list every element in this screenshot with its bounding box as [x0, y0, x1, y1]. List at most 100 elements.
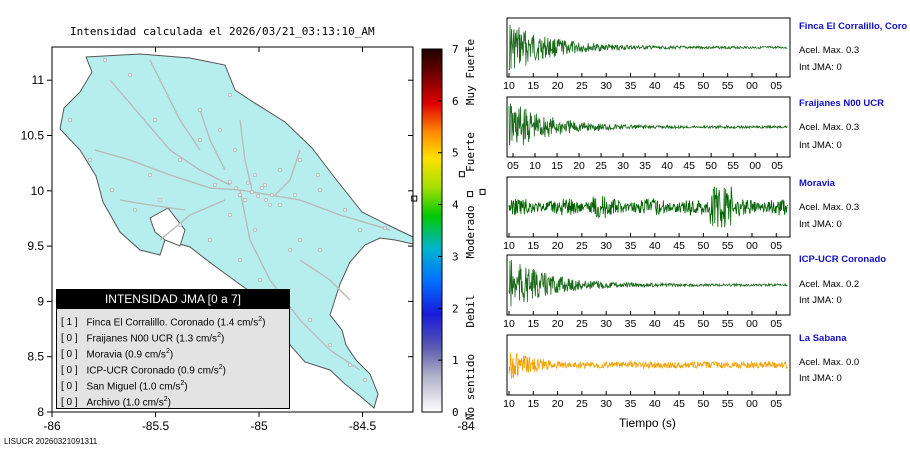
waveform-tick-label: 50	[698, 398, 710, 410]
waveform-tick-label: 45	[673, 240, 685, 252]
waveform-tick-label: 55	[722, 240, 734, 252]
network-station-dot	[257, 277, 263, 283]
waveform-tick-label: 40	[649, 318, 661, 330]
network-station-dot	[362, 377, 368, 383]
y-tick-label: 11	[32, 73, 45, 87]
y-tick-label: 9	[37, 294, 44, 308]
legend-unit-sup: 2	[258, 316, 263, 323]
waveform-tick-label: 55	[727, 160, 739, 172]
network-station-dot	[263, 197, 269, 203]
waveform-tick-label: 30	[617, 160, 629, 172]
colorbar-tick-label: 6	[452, 95, 459, 108]
legend-level: [ 0 ]	[61, 397, 81, 409]
waveform-tick-label: 05	[770, 318, 782, 330]
waveform-tick-label: 15	[527, 80, 539, 92]
x-axis-title: Tiempo (s)	[619, 416, 676, 430]
station-peak-accel: Acel. Max. 0.0	[799, 357, 860, 368]
network-station-dot	[297, 157, 303, 163]
legend-row: [ 0 ] ICP-UCR Coronado (0.9 cm/s2)	[57, 360, 289, 376]
waveform-tick-label: 00	[746, 240, 758, 252]
waveform-tick-label: 55	[722, 398, 734, 410]
colorbar-category-label: Moderado	[464, 206, 477, 259]
x-tick-label: -84.5	[349, 419, 377, 433]
network-station-dot	[227, 92, 233, 98]
waveform-tick-label: 55	[722, 80, 734, 92]
station-name: Fraijanes N00 UCR	[799, 98, 885, 109]
waveform-tick-label: 00	[746, 398, 758, 410]
waveform-tick-label: 50	[705, 160, 717, 172]
station-peak-accel: Acel. Max. 0.3	[799, 122, 860, 133]
legend-unit-sup: 2	[163, 396, 168, 403]
network-station-dot	[232, 147, 238, 153]
network-station-dot	[347, 362, 353, 368]
colorbar-tick-label: 7	[452, 43, 459, 56]
network-station-dot	[297, 237, 303, 243]
station-peak-accel: Acel. Max. 0.3	[799, 45, 860, 56]
waveform-tick-label: 00	[749, 160, 761, 172]
station-marker	[458, 171, 465, 178]
network-station-dot	[177, 157, 183, 163]
waveform-tick-label: 45	[673, 398, 685, 410]
waveform-tick-label: 15	[527, 318, 539, 330]
station-peak-accel: Acel. Max. 0.3	[799, 202, 860, 213]
waveform-tick-label: 35	[625, 80, 637, 92]
waveform-tick-label: 25	[576, 80, 588, 92]
legend-name: Archivo	[86, 397, 123, 409]
network-station-dot	[227, 212, 233, 218]
road-line	[149, 59, 201, 151]
colorbar-tick-label: 1	[452, 354, 459, 367]
legend-close: )	[222, 365, 226, 377]
waveform-tick-label: 25	[576, 318, 588, 330]
network-station-dot	[287, 247, 293, 253]
waveform-tick-label: 20	[552, 240, 564, 252]
network-station-dot	[237, 257, 243, 263]
station-marker	[479, 188, 486, 195]
road-line	[199, 109, 226, 171]
station-name: Moravia	[799, 178, 835, 189]
y-tick-label: 10.5	[21, 129, 45, 143]
legend-row: [ 1 ] Finca El Corralillo. Coronado (1.4…	[57, 312, 289, 328]
colorbar-category-label: Muy Fuerte	[464, 39, 477, 105]
network-station-dot	[357, 227, 363, 233]
network-station-dot	[277, 202, 283, 208]
waveform-tick-label: 10	[503, 80, 515, 92]
waveform-tick-label: 35	[625, 398, 637, 410]
colorbar-tick-label: 3	[452, 250, 459, 263]
waveform-tick-label: 00	[746, 318, 758, 330]
network-station-dot	[233, 185, 239, 191]
waveform-tick-label: 30	[600, 398, 612, 410]
land-area	[59, 53, 414, 409]
legend-level: [ 1 ]	[61, 317, 81, 329]
legend-level: [ 0 ]	[61, 365, 81, 377]
legend-accel: (1.3 cm/s	[175, 333, 218, 345]
waveform-tick-label: 30	[600, 80, 612, 92]
colorbar-tick-label: 5	[452, 147, 459, 160]
legend-row: [ 0 ] Archivo (1.0 cm/s2)	[57, 392, 289, 408]
x-tick-label: -84	[457, 419, 475, 433]
colorbar-category-label: Debil	[464, 294, 477, 327]
legend-row: [ 0 ] Fraijanes N00 UCR (1.3 cm/s2)	[57, 328, 289, 344]
waveform-tick-label: 20	[552, 398, 564, 410]
waveform-tick-label: 15	[527, 398, 539, 410]
intensity-map-panel: Intensidad calculada el 2026/03/21_03:13…	[4, 25, 486, 446]
network-station-dot	[255, 193, 261, 199]
y-tick-label: 8.5	[27, 350, 44, 364]
map-title: Intensidad calculada el 2026/03/21_03:13…	[70, 25, 375, 38]
waveform-tick-label: 10	[529, 160, 541, 172]
station-jma-intensity: Int JMA: 0	[799, 295, 842, 306]
waveform-trace	[508, 103, 788, 146]
network-station-dot	[102, 57, 108, 63]
network-station-dot	[132, 207, 138, 213]
network-station-dot	[267, 202, 273, 208]
legend-accel: (1.0 cm/s	[139, 381, 181, 393]
waveform-tick-label: 00	[746, 80, 758, 92]
waveform-tick-label: 55	[722, 318, 734, 330]
network-station-dot	[152, 117, 158, 123]
network-station-dot	[207, 237, 213, 243]
waveform-tick-label: 10	[503, 240, 515, 252]
legend-close: )	[262, 317, 266, 329]
legend-row: [ 0 ] Moravia (0.9 cm/s2)	[57, 344, 289, 360]
legend-close: )	[184, 381, 188, 393]
map-frame	[51, 46, 414, 413]
footer-code: LISUCR 20260321091311	[4, 437, 98, 446]
